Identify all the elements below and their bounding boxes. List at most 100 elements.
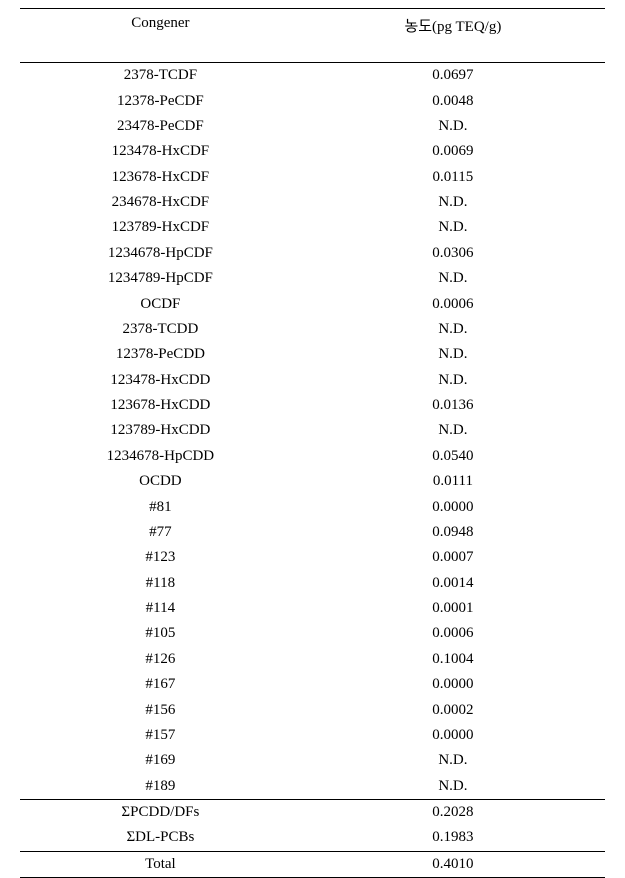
cell-congener: 23478-PeCDF bbox=[20, 114, 301, 139]
cell-congener: Total bbox=[20, 851, 301, 877]
cell-value: 0.4010 bbox=[301, 851, 605, 877]
header-concentration: 농도(pg TEQ/g) bbox=[301, 9, 605, 63]
cell-congener: ΣPCDD/DFs bbox=[20, 799, 301, 825]
table-row: #1560.0002 bbox=[20, 697, 605, 722]
cell-value: 0.0069 bbox=[301, 139, 605, 164]
cell-congener: 123789-HxCDF bbox=[20, 215, 301, 240]
cell-value: 0.0697 bbox=[301, 63, 605, 89]
table-row: 1234678-HpCDF0.0306 bbox=[20, 241, 605, 266]
table-body: 2378-TCDF0.069712378-PeCDF0.004823478-Pe… bbox=[20, 63, 605, 878]
table-row: #1140.0001 bbox=[20, 596, 605, 621]
table-row: 2378-TCDDN.D. bbox=[20, 317, 605, 342]
cell-congener: 123789-HxCDD bbox=[20, 418, 301, 443]
table-row: #770.0948 bbox=[20, 520, 605, 545]
cell-congener: #156 bbox=[20, 697, 301, 722]
table-row: #810.0000 bbox=[20, 494, 605, 519]
cell-congener: 234678-HxCDF bbox=[20, 190, 301, 215]
cell-value: 0.0948 bbox=[301, 520, 605, 545]
cell-value: 0.0111 bbox=[301, 469, 605, 494]
cell-value: 0.0006 bbox=[301, 291, 605, 316]
table-row: #1670.0000 bbox=[20, 672, 605, 697]
table-row: OCDD0.0111 bbox=[20, 469, 605, 494]
header-congener: Congener bbox=[20, 9, 301, 63]
cell-value: 0.0001 bbox=[301, 596, 605, 621]
table-row: 1234678-HpCDD0.0540 bbox=[20, 444, 605, 469]
cell-value: N.D. bbox=[301, 114, 605, 139]
table-row: #1260.1004 bbox=[20, 647, 605, 672]
cell-value: 0.0000 bbox=[301, 672, 605, 697]
cell-value: N.D. bbox=[301, 774, 605, 800]
cell-congener: #123 bbox=[20, 545, 301, 570]
table-header-row: Congener 농도(pg TEQ/g) bbox=[20, 9, 605, 63]
cell-value: N.D. bbox=[301, 342, 605, 367]
table-row: #1180.0014 bbox=[20, 571, 605, 596]
cell-congener: OCDD bbox=[20, 469, 301, 494]
table-row: 23478-PeCDFN.D. bbox=[20, 114, 605, 139]
table-row: #1230.0007 bbox=[20, 545, 605, 570]
cell-congener: 123478-HxCDD bbox=[20, 368, 301, 393]
cell-congener: 12378-PeCDD bbox=[20, 342, 301, 367]
table-row: #169N.D. bbox=[20, 748, 605, 773]
table-row: 123789-HxCDFN.D. bbox=[20, 215, 605, 240]
cell-value: N.D. bbox=[301, 317, 605, 342]
cell-congener: OCDF bbox=[20, 291, 301, 316]
table-total-row: Total0.4010 bbox=[20, 851, 605, 877]
table-row: 12378-PeCDDN.D. bbox=[20, 342, 605, 367]
cell-congener: 123478-HxCDF bbox=[20, 139, 301, 164]
table-row: 123478-HxCDF0.0069 bbox=[20, 139, 605, 164]
cell-value: N.D. bbox=[301, 190, 605, 215]
cell-value: N.D. bbox=[301, 215, 605, 240]
cell-value: N.D. bbox=[301, 418, 605, 443]
cell-congener: 2378-TCDF bbox=[20, 63, 301, 89]
table-row: #189N.D. bbox=[20, 774, 605, 800]
cell-congener: ΣDL-PCBs bbox=[20, 825, 301, 851]
table-summary-row: ΣDL-PCBs0.1983 bbox=[20, 825, 605, 851]
cell-congener: #169 bbox=[20, 748, 301, 773]
table-row: #1050.0006 bbox=[20, 621, 605, 646]
cell-congener: 2378-TCDD bbox=[20, 317, 301, 342]
table-row: 12378-PeCDF0.0048 bbox=[20, 88, 605, 113]
cell-value: 0.2028 bbox=[301, 799, 605, 825]
cell-value: 0.0007 bbox=[301, 545, 605, 570]
cell-congener: #126 bbox=[20, 647, 301, 672]
cell-value: 0.0048 bbox=[301, 88, 605, 113]
cell-value: 0.0115 bbox=[301, 165, 605, 190]
table-summary-row: ΣPCDD/DFs0.2028 bbox=[20, 799, 605, 825]
cell-congener: #167 bbox=[20, 672, 301, 697]
cell-congener: 12378-PeCDF bbox=[20, 88, 301, 113]
cell-congener: 123678-HxCDF bbox=[20, 165, 301, 190]
table-row: #1570.0000 bbox=[20, 723, 605, 748]
table-row: 2378-TCDF0.0697 bbox=[20, 63, 605, 89]
cell-congener: #77 bbox=[20, 520, 301, 545]
cell-congener: #189 bbox=[20, 774, 301, 800]
cell-congener: 1234789-HpCDF bbox=[20, 266, 301, 291]
cell-value: 0.0006 bbox=[301, 621, 605, 646]
cell-congener: #157 bbox=[20, 723, 301, 748]
cell-value: N.D. bbox=[301, 266, 605, 291]
cell-value: 0.0306 bbox=[301, 241, 605, 266]
congener-table: Congener 농도(pg TEQ/g) 2378-TCDF0.0697123… bbox=[20, 8, 605, 878]
cell-congener: #105 bbox=[20, 621, 301, 646]
table-row: 234678-HxCDFN.D. bbox=[20, 190, 605, 215]
cell-value: N.D. bbox=[301, 748, 605, 773]
table-row: 1234789-HpCDFN.D. bbox=[20, 266, 605, 291]
cell-congener: #114 bbox=[20, 596, 301, 621]
cell-value: 0.1983 bbox=[301, 825, 605, 851]
table-row: 123478-HxCDDN.D. bbox=[20, 368, 605, 393]
table-row: 123678-HxCDF0.0115 bbox=[20, 165, 605, 190]
table-row: 123678-HxCDD0.0136 bbox=[20, 393, 605, 418]
cell-congener: #81 bbox=[20, 494, 301, 519]
cell-value: 0.0002 bbox=[301, 697, 605, 722]
cell-value: 0.0540 bbox=[301, 444, 605, 469]
cell-value: 0.0014 bbox=[301, 571, 605, 596]
cell-congener: 1234678-HpCDF bbox=[20, 241, 301, 266]
cell-value: 0.0136 bbox=[301, 393, 605, 418]
cell-congener: #118 bbox=[20, 571, 301, 596]
cell-congener: 1234678-HpCDD bbox=[20, 444, 301, 469]
cell-value: 0.1004 bbox=[301, 647, 605, 672]
table-row: OCDF0.0006 bbox=[20, 291, 605, 316]
cell-value: 0.0000 bbox=[301, 723, 605, 748]
cell-value: 0.0000 bbox=[301, 494, 605, 519]
table-row: 123789-HxCDDN.D. bbox=[20, 418, 605, 443]
cell-congener: 123678-HxCDD bbox=[20, 393, 301, 418]
